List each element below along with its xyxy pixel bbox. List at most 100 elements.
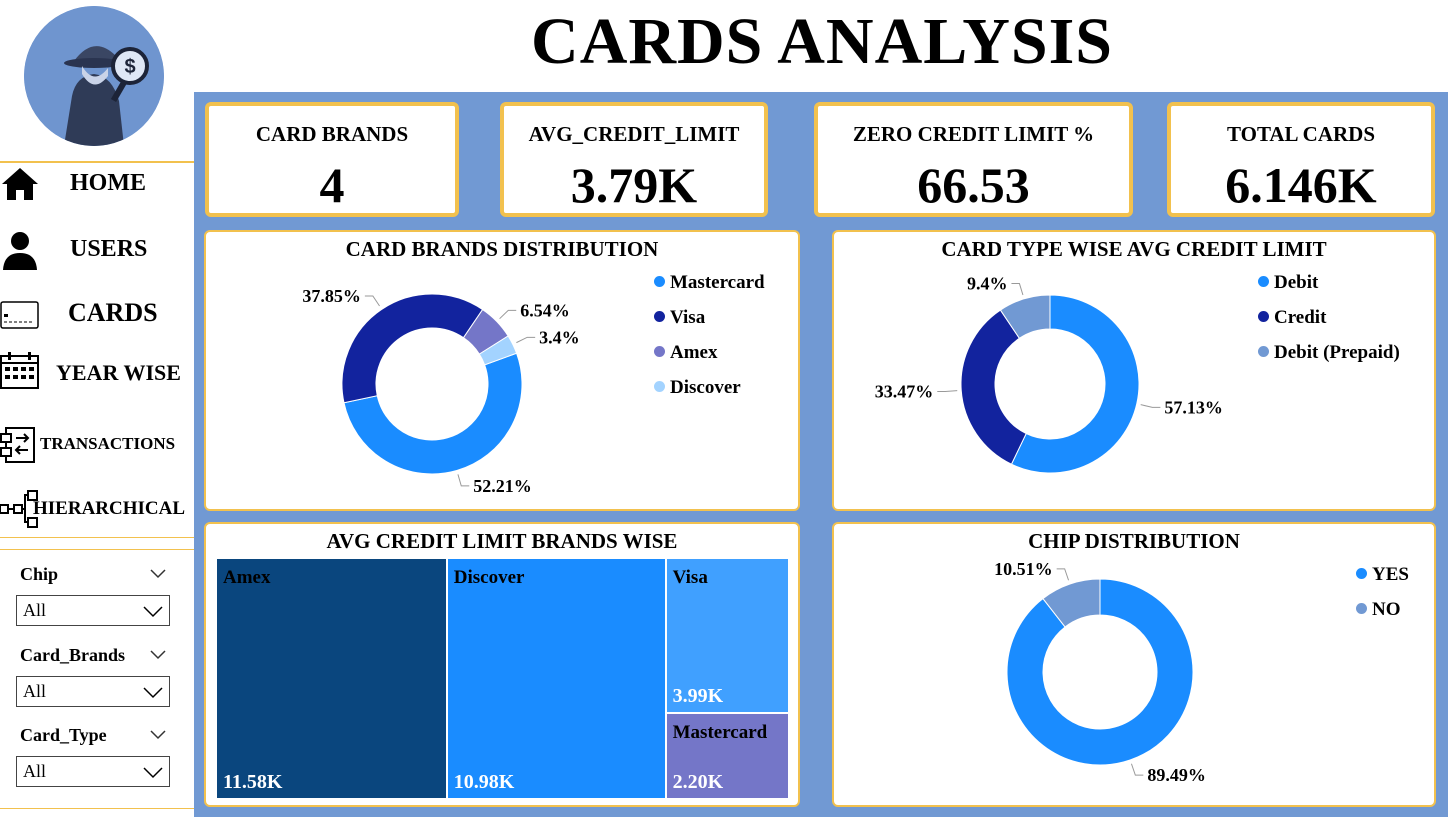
treemap-cell-label: Mastercard [672,722,768,744]
kpi-avg-credit-limit: AVG_CREDIT_LIMIT 3.79K [500,102,768,217]
kpi-value: 6.146K [1225,157,1377,213]
chart-legend: Debit Credit Debit (Prepaid) [1258,272,1400,377]
chip-filter-select[interactable]: All [16,595,170,626]
chevron-down-icon [143,606,163,618]
card-brands-distribution-panel: CARD BRANDS DISTRIBUTION 52.21% 37.85% 6.5… [204,230,800,511]
chip-filter-label: Chip [20,564,59,584]
card-type-filter-select[interactable]: All [16,756,170,787]
donut-slice-no[interactable] [1042,578,1101,628]
legend-item[interactable]: Visa [654,307,765,342]
data-label: 37.85% [302,286,361,306]
treemap-cell-label: Discover [453,567,525,588]
legend-item[interactable]: YES [1356,564,1409,599]
card-brands-filter-select[interactable]: All [16,676,170,707]
kpi-zero-credit-limit: ZERO CREDIT LIMIT % 66.53 [814,102,1133,217]
sidebar: $ HOME USERS CARDS YEAR WISE [0,0,195,817]
leader-line [499,309,517,320]
sidebar-divider [0,537,194,538]
donut-slice-credit[interactable] [960,309,1027,465]
transactions-icon [0,427,35,463]
nav-users[interactable]: USERS [0,226,194,276]
treemap-cell-discover[interactable]: Discover 10.98K [446,558,666,799]
legend-item[interactable]: Debit (Prepaid) [1258,342,1400,377]
kpi-value: 66.53 [917,157,1030,213]
leader-line [1011,283,1024,296]
home-icon [2,168,38,200]
legend-item[interactable]: Mastercard [654,272,765,307]
legend-dot-icon [654,276,665,287]
legend-label: Debit [1274,272,1319,293]
nav-hierarchical-label: HIERARCHICAL [33,498,186,519]
card-type-donut-chart[interactable]: 57.13% 33.47% 9.4% [834,232,1434,509]
legend-item[interactable]: Credit [1258,307,1400,342]
leader-line [1140,404,1161,408]
card-brands-donut-chart[interactable]: 52.21% 37.85% 6.54% 3.4% [206,232,798,509]
svg-text:$: $ [124,56,135,78]
legend-item[interactable]: Debit [1258,272,1400,307]
chevron-down-icon[interactable] [150,569,166,579]
avg-credit-limit-brands-panel: AVG CREDIT LIMIT BRANDS WISE Amex 11.58K D… [204,522,800,807]
legend-label: Mastercard [670,272,765,293]
legend-dot-icon [1258,346,1269,357]
chip-filter-value: All [23,600,47,620]
leader-line [937,390,958,392]
legend-item[interactable]: Discover [654,377,765,412]
legend-label: Amex [670,342,718,363]
nav-year-wise[interactable]: YEAR WISE [0,350,194,400]
leader-line [516,336,536,344]
legend-item[interactable]: NO [1356,599,1409,634]
donut-slice-mastercard[interactable] [343,352,523,475]
legend-label: NO [1372,599,1401,620]
page-title: CARDS ANALYSIS [531,5,1113,78]
donut-slice-discover[interactable] [478,335,518,366]
treemap-cell-mastercard[interactable]: Mastercard 2.20K [665,713,789,799]
donut-slice-debit-prepaid-[interactable] [999,294,1051,340]
card-type-filter-value: All [23,761,47,781]
kpi-total-cards: TOTAL CARDS 6.146K [1167,102,1435,217]
treemap-cell-value: 10.98K [453,771,515,793]
data-label: 9.4% [967,274,1008,294]
donut-slice-visa[interactable] [341,293,484,404]
legend-item[interactable]: Amex [654,342,765,377]
chevron-down-icon[interactable] [150,730,166,740]
donut-slice-debit[interactable] [1010,294,1140,474]
sidebar-divider [0,549,194,550]
legend-dot-icon [654,381,665,392]
legend-dot-icon [654,311,665,322]
treemap-cell-value: 2.20K [672,770,724,793]
card-icon [0,301,39,329]
chart-legend: Mastercard Visa Amex Discover [654,272,765,412]
detective-logo-icon: $ [24,6,164,146]
nav-hierarchical[interactable]: HIERARCHICAL [0,486,194,536]
data-label: 3.4% [539,327,580,347]
legend-label: Debit (Prepaid) [1274,342,1400,363]
nav-home-label: HOME [70,170,146,196]
chevron-down-icon[interactable] [150,650,166,660]
data-label: 10.51% [994,559,1053,579]
chart-title: CARD BRANDS DISTRIBUTION [345,237,659,261]
hierarchy-icon [0,490,38,528]
nav-home[interactable]: HOME [0,160,194,210]
treemap-cell-label: Visa [672,567,708,588]
donut-slice-yes[interactable] [1006,578,1194,766]
treemap-cell-amex[interactable]: Amex 11.58K [216,558,447,799]
legend-dot-icon [1258,311,1269,322]
header: CARDS ANALYSIS [194,0,1450,92]
kpi-card-brands: CARD BRANDS 4 [205,102,459,217]
legend-label: Discover [670,377,741,398]
card-brands-filter-value: All [23,681,47,701]
leader-line [364,295,380,307]
nav-transactions[interactable]: TRANSACTIONS [0,422,194,472]
legend-dot-icon [1356,568,1367,579]
card-type-credit-limit-panel: CARD TYPE WISE AVG CREDIT LIMIT 57.13% 33… [832,230,1436,511]
data-label: 33.47% [875,381,934,401]
brands-treemap-chart[interactable]: Amex 11.58K Discover 10.98K Visa 3.99K Masterc… [216,558,789,799]
legend-dot-icon [654,346,665,357]
card-brands-filter-label: Card_Brands [20,645,126,665]
leader-line [1056,568,1070,581]
chip-donut-chart[interactable]: 89.49% 10.51% [834,524,1434,805]
treemap-cell-visa[interactable]: Visa 3.99K [665,558,789,714]
nav-cards[interactable]: CARDS [0,290,194,340]
chevron-down-icon [143,687,163,699]
calendar-icon [0,352,39,389]
